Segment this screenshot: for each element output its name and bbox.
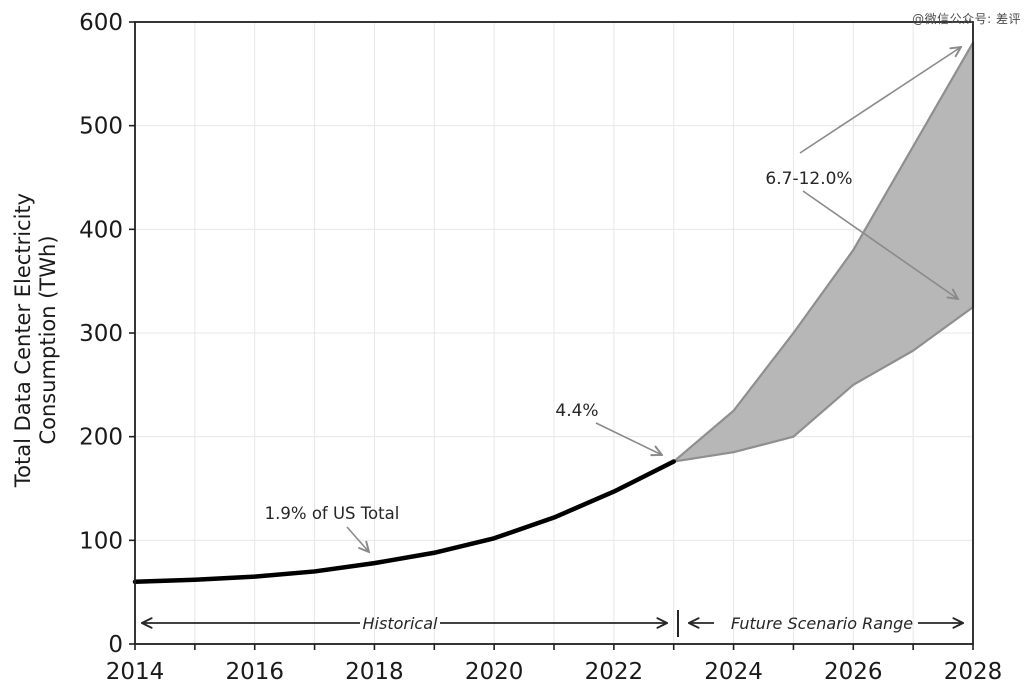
annotation-6-7-12-percent: 6.7-12.0%	[765, 169, 852, 189]
x-tick-label: 2026	[824, 659, 883, 685]
y-tick-label: 0	[108, 632, 123, 658]
y-tick-label: 200	[79, 425, 123, 451]
x-tick-label: 2020	[465, 659, 524, 685]
annotation-arrow-2028-low	[802, 190, 958, 299]
x-tick-label: 2014	[106, 659, 165, 685]
x-tick-label: 2018	[345, 659, 404, 685]
y-axis-title-line1: Total Data Center Electricity	[11, 193, 35, 488]
watermark-text: @微信公众号: 差评	[912, 12, 1021, 26]
x-tick-label: 2024	[704, 659, 763, 685]
future-span-label: Future Scenario Range	[731, 614, 913, 633]
y-axis-title-line2: Consumption (TWh)	[36, 235, 60, 444]
y-tick-label: 300	[79, 321, 123, 347]
annotation-1-9-percent: 1.9% of US Total	[265, 504, 400, 523]
y-tick-label: 100	[79, 528, 123, 554]
annotation-arrow-2028-high	[799, 47, 961, 154]
x-tick-label: 2016	[225, 659, 284, 685]
x-tick-label: 2028	[944, 659, 1003, 685]
annotation-4-4-percent: 4.4%	[555, 401, 598, 421]
y-tick-label: 400	[79, 217, 123, 243]
annotation-arrow-2023	[595, 422, 662, 455]
x-tick-label: 2022	[585, 659, 644, 685]
historical-line	[132, 459, 676, 585]
historical-span-label: Historical	[363, 614, 439, 633]
y-tick-label: 500	[79, 114, 123, 140]
scenario-band	[672, 41, 975, 463]
annotation-arrow-2018	[346, 526, 369, 552]
y-tick-label: 600	[79, 10, 123, 36]
